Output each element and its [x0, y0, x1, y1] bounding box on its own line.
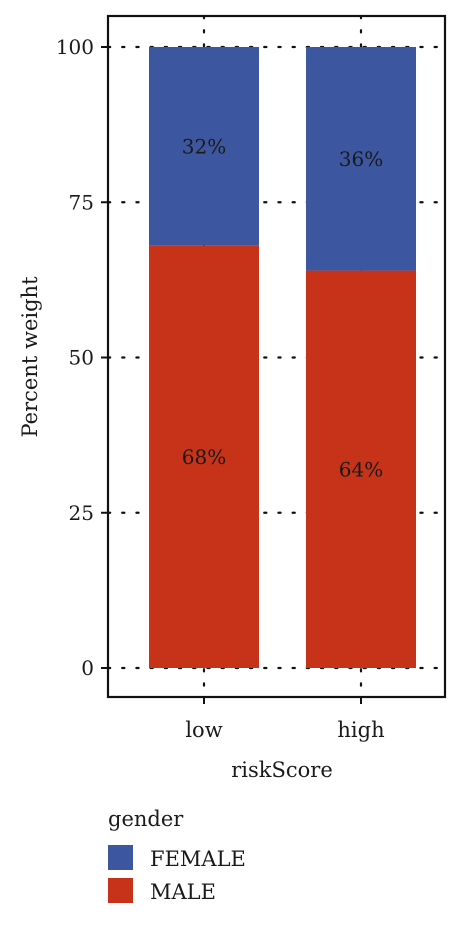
legend-key-female	[108, 845, 133, 870]
legend-label-female: FEMALE	[150, 847, 246, 871]
legend-label-male: MALE	[150, 880, 216, 904]
y-axis: 0 25 50 75 100	[56, 35, 108, 680]
y-tick-label: 75	[69, 190, 94, 214]
bar-data-label: 32%	[182, 134, 226, 158]
bar-male-low	[149, 245, 259, 668]
x-tick-label: high	[337, 718, 384, 742]
y-tick-label: 100	[56, 35, 94, 59]
x-axis-title: riskScore	[231, 758, 333, 782]
y-axis-title: Percent weight	[18, 276, 42, 438]
bar-labels: 68% 32% 64% 36%	[182, 134, 383, 481]
legend-title: gender	[108, 807, 184, 831]
y-tick-label: 0	[81, 656, 94, 680]
x-axis: low high	[185, 697, 385, 742]
bar-data-label: 64%	[339, 457, 383, 481]
bars	[149, 47, 416, 668]
bar-data-label: 36%	[339, 147, 383, 171]
bar-female-low	[149, 47, 259, 246]
legend: gender FEMALE MALE	[108, 807, 246, 904]
bar-female-high	[306, 47, 416, 271]
x-tick-label: low	[185, 718, 222, 742]
y-tick-label: 50	[69, 346, 94, 370]
y-tick-label: 25	[69, 501, 94, 525]
legend-key-male	[108, 878, 133, 903]
bar-male-high	[306, 270, 416, 668]
bar-data-label: 68%	[182, 445, 226, 469]
